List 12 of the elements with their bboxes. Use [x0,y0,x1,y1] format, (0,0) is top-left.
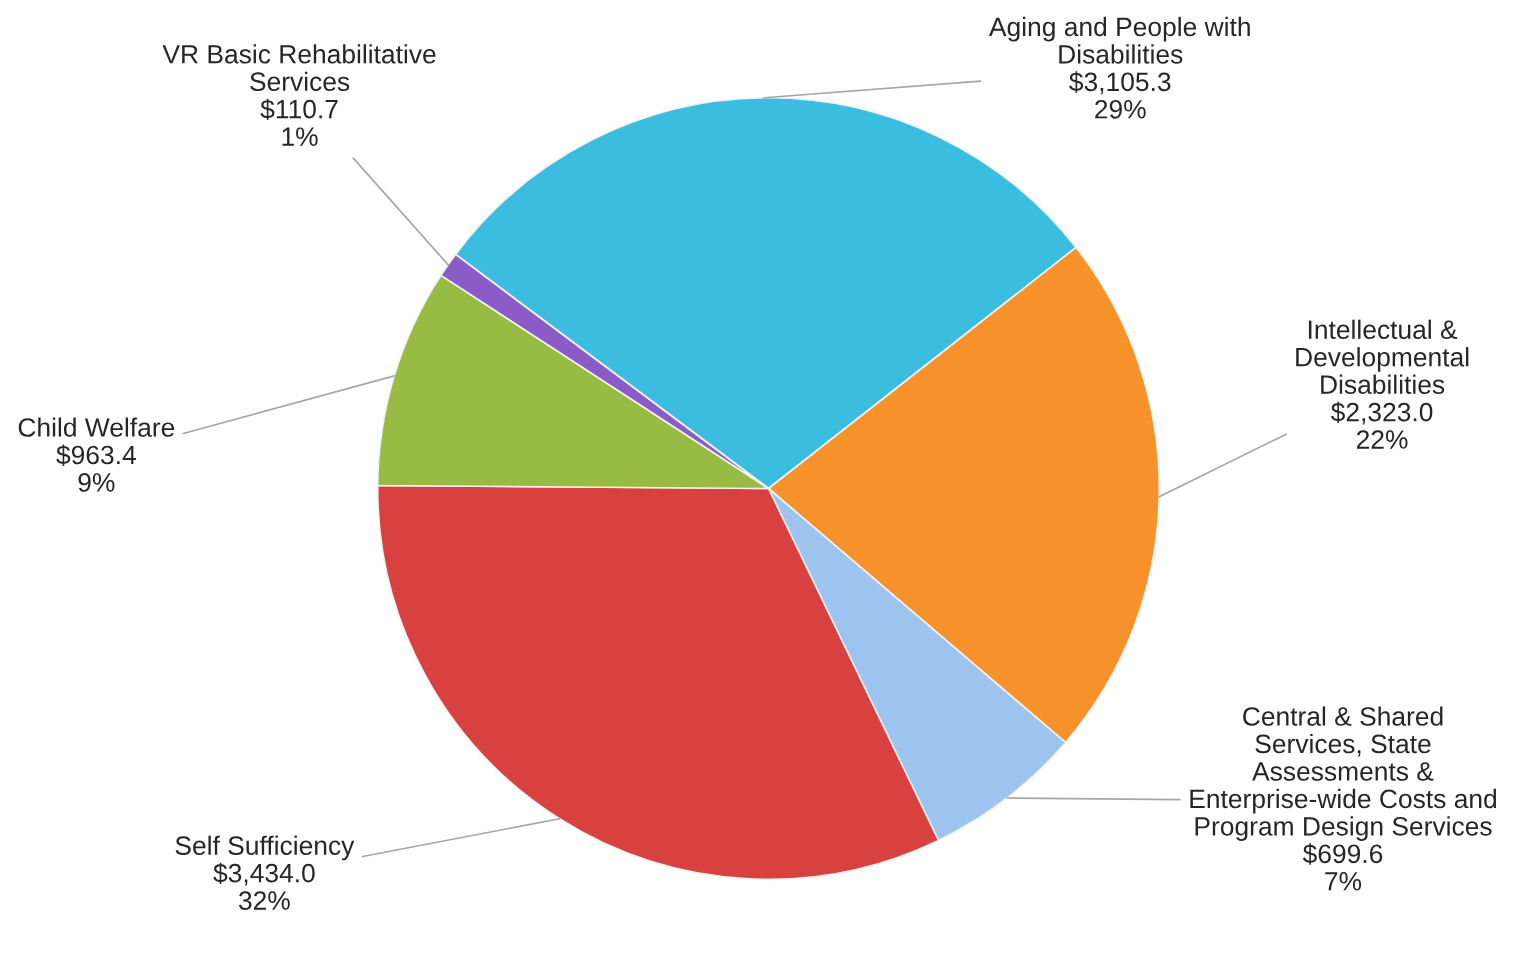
slice-label: Central & Shared Services, State Assessments & Enterprise-wide Costs and Program Design Services [1190,706,1497,841]
data-label: $2,323.0 22% [1330,401,1433,449]
data-label: $3,434.0 32% [213,862,315,910]
data-label: $110.7 1% [260,98,338,146]
slice-label: VR Basic Rehabilitative Services [162,44,436,92]
data-label: $699.6 7% [1302,843,1383,891]
data-label: $3,105.3 29% [1069,71,1171,119]
slice-label: Aging and People with Disabilities [988,16,1250,64]
slice-label: Self Sufficiency [175,835,355,861]
slice-label: Child Welfare [18,417,175,437]
data-label: $963.4 9% [56,444,136,492]
slice-label: Intellectual & Developmental Disabilities [1296,319,1469,394]
